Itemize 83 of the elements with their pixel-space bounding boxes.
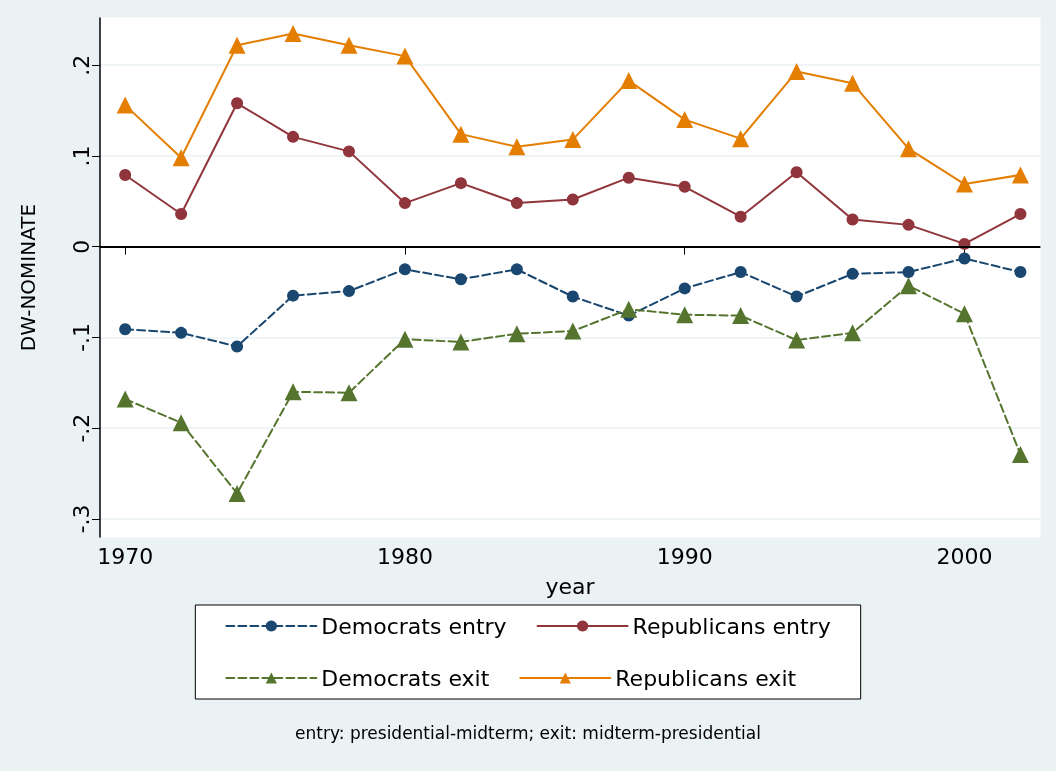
point [846, 267, 859, 280]
point [228, 36, 246, 54]
y-tick-label: 0 [68, 239, 94, 254]
point [119, 323, 132, 336]
point [1011, 445, 1029, 463]
point [116, 96, 134, 114]
point [508, 138, 526, 156]
point [790, 166, 803, 179]
point [846, 213, 859, 226]
x-tick-label: 2000 [936, 543, 993, 569]
y-tick-label: .1 [68, 145, 94, 167]
point [620, 72, 638, 90]
point [566, 290, 579, 303]
point [788, 331, 806, 349]
point [1014, 207, 1027, 220]
point [620, 300, 638, 318]
point [343, 285, 355, 298]
point [1014, 266, 1027, 279]
point [228, 484, 246, 502]
point [844, 324, 862, 342]
point [454, 273, 467, 286]
point [284, 24, 302, 42]
point [900, 140, 918, 158]
point [564, 131, 582, 149]
point [116, 390, 134, 408]
point [732, 130, 750, 148]
y-tick-label: .2 [68, 54, 94, 76]
x-tick-label: 1980 [376, 543, 433, 569]
point [172, 149, 190, 167]
text: entry: presidential-midterm; exit: midterm-presidential [295, 722, 761, 743]
point [622, 171, 635, 184]
point [452, 125, 470, 143]
point [231, 97, 244, 110]
point [955, 305, 973, 323]
point [734, 266, 747, 279]
point [287, 289, 300, 302]
point [287, 130, 300, 143]
point [844, 74, 862, 92]
legend-label: Democrats entry [321, 613, 507, 639]
point [678, 180, 691, 193]
point [732, 307, 750, 325]
point [172, 414, 190, 432]
point [1011, 166, 1029, 184]
point [175, 207, 188, 220]
y-tick-label: -.1 [68, 322, 94, 352]
point [676, 111, 694, 129]
legend-label: Republicans entry [632, 613, 831, 639]
point [340, 36, 358, 54]
point [175, 326, 188, 339]
point [510, 197, 523, 210]
point [566, 193, 579, 206]
point [452, 333, 470, 351]
point [902, 266, 915, 279]
point [284, 383, 302, 401]
point [119, 168, 132, 181]
legend-label: Republicans exit [615, 665, 797, 691]
point [343, 145, 355, 158]
point [396, 47, 414, 65]
point [340, 384, 358, 402]
x-axis-title: year [545, 573, 596, 599]
point [790, 290, 803, 303]
y-tick-label: -.3 [68, 504, 94, 534]
y-axis-title: DW-NOMINATE [16, 203, 40, 352]
point [788, 63, 806, 81]
x-tick-label: 1990 [656, 543, 713, 569]
point [678, 282, 691, 295]
legend-label: Democrats exit [321, 665, 490, 691]
point [564, 322, 582, 340]
point [734, 210, 747, 223]
point [231, 340, 244, 353]
point [398, 197, 411, 210]
point [508, 325, 526, 343]
point [676, 306, 694, 324]
x-tick-label: 1970 [97, 543, 154, 569]
point [510, 263, 523, 276]
point [958, 252, 971, 265]
point [454, 177, 467, 190]
y-tick-label: -.2 [68, 413, 94, 443]
point [955, 175, 973, 193]
point [396, 330, 414, 348]
point [902, 218, 915, 231]
point [900, 277, 918, 295]
point [398, 263, 411, 276]
